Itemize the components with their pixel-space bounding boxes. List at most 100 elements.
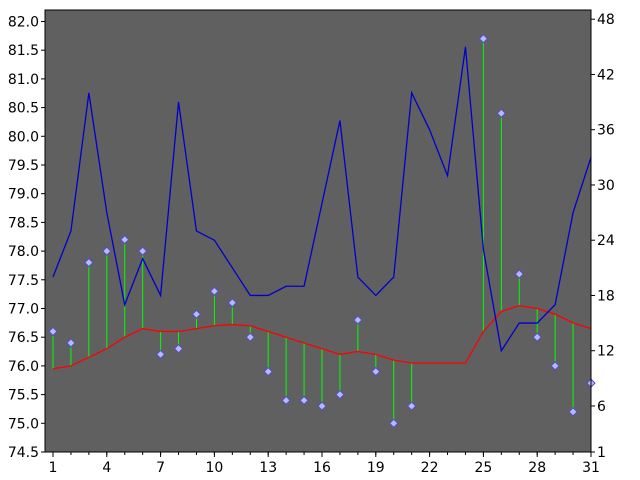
marker-point-14 (281, 395, 291, 406)
y-tick-78: 78.0 (8, 244, 45, 260)
x-tick-16: 16 (313, 452, 331, 476)
moving-average-line (52, 304, 592, 370)
marker-point-8 (173, 343, 184, 354)
y2-tick-label-42: 42 (597, 67, 615, 83)
y-tick-75: 75.0 (8, 416, 45, 432)
primary-line (52, 46, 592, 353)
x-tick-7: 7 (156, 452, 165, 476)
y-tick-label-80: 80.0 (8, 129, 39, 145)
y-tick-label-77.5: 77.5 (8, 273, 39, 289)
y2-tick-label-12: 12 (597, 344, 615, 360)
x-tick-label-19: 19 (367, 460, 385, 476)
marker-point-1 (48, 326, 58, 337)
x-tick-label-4: 4 (102, 460, 111, 476)
x-tick-22: 22 (421, 452, 439, 476)
y-tick-80: 80.0 (8, 129, 45, 145)
marker-point-11 (227, 298, 238, 308)
x-tick-31: 31 (582, 452, 600, 476)
x-tick-19: 19 (367, 452, 385, 476)
axes: 1 4 7 10 13 16 19 22 25 28 3174.575.075.576.076.57… (8, 9, 615, 476)
y2-tick-24: 24 (591, 233, 615, 249)
y-tick-label-74.5: 74.5 (8, 445, 39, 461)
y-tick-75.5: 75.5 (8, 388, 45, 404)
marker-point-18 (353, 315, 363, 325)
x-tick-label-1: 1 (49, 460, 58, 476)
y2-tick-36: 36 (591, 123, 615, 139)
y-tick-label-76.5: 76.5 (8, 330, 39, 346)
marker-point-26 (496, 108, 507, 119)
y-tick-label-82: 82.0 (8, 14, 39, 30)
x-tick-label-28: 28 (528, 460, 546, 476)
marker-point-25 (478, 33, 489, 44)
y2-tick-label-30: 30 (597, 178, 615, 194)
x-tick-28: 28 (528, 452, 546, 476)
marker-point-3 (84, 257, 94, 268)
x-tick-label-31: 31 (582, 460, 600, 476)
y-tick-74.5: 74.5 (8, 445, 45, 461)
y-tick-77: 77.0 (8, 301, 45, 317)
x-tick-label-7: 7 (156, 460, 165, 476)
y-tick-81.5: 81.5 (8, 43, 45, 59)
y-tick-label-77: 77.0 (8, 301, 39, 317)
y-tick-label-76: 76.0 (8, 359, 39, 375)
y-tick-81: 81.0 (8, 72, 45, 88)
y2-tick-label-24: 24 (597, 233, 615, 249)
y-tick-label-81.5: 81.5 (8, 43, 39, 59)
y2-tick-48: 48 (591, 12, 615, 28)
y-tick-label-78.5: 78.5 (8, 215, 39, 231)
x-tick-13: 13 (259, 452, 277, 476)
x-tick-4: 4 (102, 452, 111, 476)
marker-point-13 (263, 366, 273, 377)
y2-tick-42: 42 (591, 67, 615, 83)
marker-point-4 (102, 246, 112, 256)
marker-point-21 (406, 401, 417, 411)
x-tick-label-16: 16 (313, 460, 331, 476)
y-tick-label-75: 75.0 (8, 416, 39, 432)
x-tick-10: 10 (205, 452, 223, 476)
marker-point-6 (137, 246, 148, 256)
x-tick-1: 1 (49, 452, 58, 476)
x-tick-25: 25 (474, 452, 492, 476)
marker-point-20 (389, 418, 399, 429)
marker-point-28 (532, 332, 542, 342)
y-tick-80.5: 80.5 (8, 101, 45, 117)
marker-point-15 (299, 395, 309, 406)
y2-tick-label-6: 6 (597, 399, 606, 415)
marker-point-7 (155, 349, 166, 360)
y2-tick-label-48: 48 (597, 12, 615, 28)
marker-point-27 (514, 269, 524, 279)
plot-border (44, 9, 592, 453)
y-tick-label-75.5: 75.5 (8, 388, 39, 404)
x-tick-label-13: 13 (259, 460, 277, 476)
y-tick-label-79.5: 79.5 (8, 158, 39, 174)
marker-point-12 (245, 332, 255, 342)
marker-point-30 (568, 407, 578, 417)
y-tick-label-81: 81.0 (8, 72, 39, 88)
y2-tick-18: 18 (591, 288, 615, 304)
y-tick-76.5: 76.5 (8, 330, 45, 346)
y-tick-label-79: 79.0 (8, 187, 39, 203)
y2-tick-6: 6 (591, 399, 606, 415)
marker-point-29 (550, 361, 560, 371)
plot-area (45, 10, 591, 452)
marker-point-2 (66, 338, 76, 348)
y-tick-label-78: 78.0 (8, 244, 39, 260)
y2-tick-label-1: 1 (597, 445, 606, 461)
marker-point-19 (371, 366, 381, 377)
moving-average-path (52, 304, 592, 370)
y-tick-label-80.5: 80.5 (8, 101, 39, 117)
y-tick-77.5: 77.5 (8, 273, 45, 289)
y2-tick-30: 30 (591, 178, 615, 194)
marker-point-9 (191, 309, 202, 319)
marker-point-17 (335, 389, 345, 400)
y-tick-78.5: 78.5 (8, 215, 45, 231)
x-tick-label-22: 22 (421, 460, 439, 476)
marker-point-5 (120, 234, 130, 245)
marker-point-16 (317, 401, 327, 411)
point-markers (48, 33, 596, 429)
y-tick-82: 82.0 (8, 14, 45, 30)
y2-tick-label-18: 18 (597, 288, 615, 304)
x-tick-label-25: 25 (474, 460, 492, 476)
y2-tick-1: 1 (591, 445, 606, 461)
